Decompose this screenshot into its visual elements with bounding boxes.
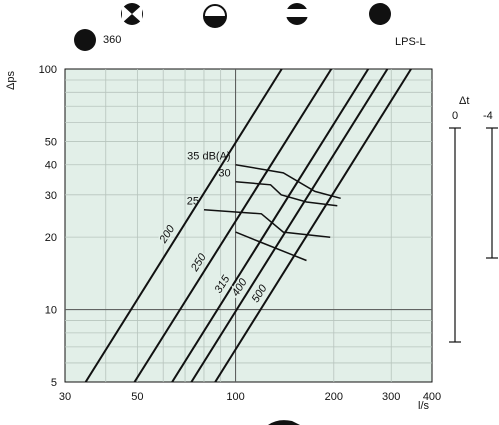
series-line-200 [84, 68, 283, 383]
damper-half-open-icon [203, 4, 227, 28]
noise-curves-group: 35 dB(A) 30 25 [187, 151, 341, 262]
delta-t-scale-0: 0 [452, 110, 458, 122]
tick-labels: 30 50 100 200 300 400 5 10 20 30 40 50 100 [39, 64, 442, 403]
damper-closed-icon [369, 3, 391, 25]
y-tick-label: 5 [51, 377, 57, 389]
damper-open-icon [121, 3, 143, 25]
series-line-315 [171, 68, 370, 383]
delta-t-title: Δt [459, 95, 469, 107]
x-tick-label: 300 [382, 391, 400, 403]
x-tick-label: 200 [325, 391, 343, 403]
noise-curve-0 [235, 163, 341, 200]
y-tick-label: 40 [45, 160, 57, 172]
damper-360-label: 360 [103, 34, 121, 46]
y-tick-label: 100 [39, 64, 57, 76]
damper-mostly-closed-icon [286, 3, 308, 25]
noise-label-0: 35 dB(A) [187, 151, 230, 163]
noise-label-1: 30 [218, 168, 230, 180]
product-label: LPS-L [395, 36, 426, 48]
y-tick-label: 50 [45, 136, 57, 148]
x-tick-label: 100 [226, 391, 244, 403]
bottom-mark [268, 420, 300, 425]
reference-lines [65, 69, 432, 382]
noise-label-2: 25 [187, 196, 199, 208]
series-line-250 [133, 68, 333, 383]
series-line-400 [190, 68, 389, 383]
noise-curve-2 [203, 208, 331, 238]
damper-icon-row [74, 3, 391, 51]
x-axis-label: l/s [418, 400, 430, 412]
x-tick-label: 400 [423, 391, 441, 403]
series-line-500 [214, 68, 412, 383]
y-tick-label: 10 [45, 305, 57, 317]
noise-curve-1 [235, 180, 338, 207]
y-axis-label: Δps [5, 71, 17, 90]
damper-360-icon [74, 29, 96, 51]
plot-background [64, 68, 433, 383]
y-tick-label: 30 [45, 190, 57, 202]
delta-t-scale-minus4: -4 [483, 110, 493, 122]
y-tick-label: 20 [45, 232, 57, 244]
x-tick-label: 30 [59, 391, 71, 403]
noise-curve-3 [235, 231, 307, 262]
x-tick-label: 50 [131, 391, 143, 403]
delta-t-scale: Δt 0 -4 [449, 95, 498, 343]
